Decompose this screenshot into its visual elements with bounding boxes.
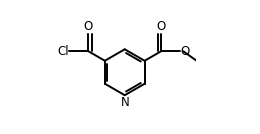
Text: O: O [84, 20, 93, 33]
Text: Cl: Cl [57, 45, 69, 58]
Text: O: O [157, 20, 166, 33]
Text: O: O [181, 45, 190, 58]
Text: N: N [120, 96, 129, 109]
